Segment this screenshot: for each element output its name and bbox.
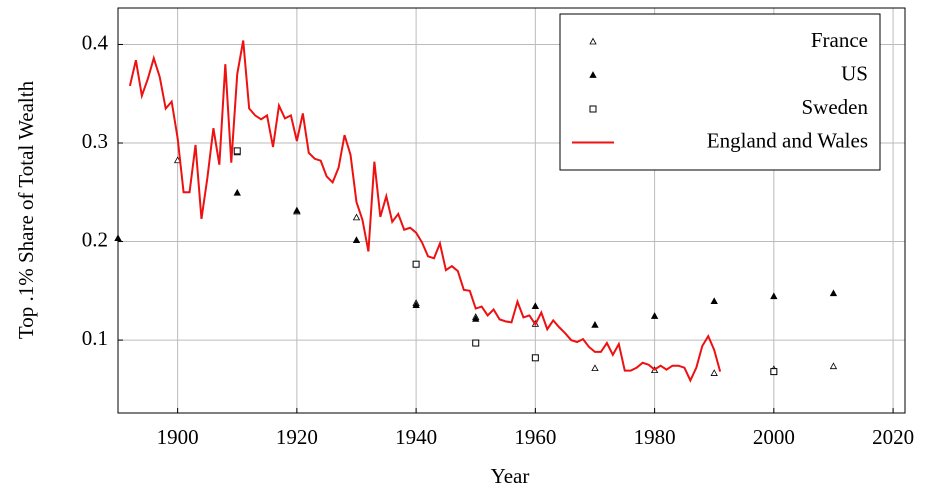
data-point — [591, 320, 599, 328]
data-point — [531, 354, 539, 362]
legend-symbol — [589, 71, 597, 78]
legend-symbol — [589, 105, 597, 113]
data-point — [352, 236, 361, 243]
legend: France US Sweden England and Wales — [559, 13, 881, 171]
plot-frame — [117, 7, 906, 414]
x-axis-label: Year — [491, 464, 530, 488]
line-series — [128, 40, 722, 383]
legend-label: England and Wales — [707, 128, 868, 152]
legend-symbol — [589, 37, 597, 45]
x-tick-label: 1900 — [157, 425, 199, 449]
data-point — [650, 312, 659, 319]
x-tick-label: 2000 — [753, 425, 795, 449]
data-point — [233, 188, 241, 196]
data-point — [352, 213, 361, 221]
x-tick-label: 1920 — [276, 425, 318, 449]
legend-label: Sweden — [802, 95, 869, 119]
data-point — [710, 297, 718, 305]
y-tick-label: 0.3 — [82, 129, 108, 153]
data-point — [531, 302, 540, 309]
legend-label: US — [841, 61, 868, 85]
data-point — [412, 301, 420, 308]
data-point — [472, 339, 480, 347]
data-point — [233, 147, 241, 155]
x-tick-label: 1940 — [395, 425, 437, 449]
data-point — [770, 292, 778, 300]
data-point — [293, 206, 301, 214]
y-tick-label: 0.2 — [82, 227, 108, 251]
legend-label: France — [811, 28, 868, 52]
x-tick-label: 1980 — [634, 425, 676, 449]
data-point — [591, 364, 599, 372]
plot-area — [114, 40, 838, 383]
data-point — [472, 315, 480, 322]
y-axis-label: Top .1% Share of Total Wealth — [14, 80, 38, 339]
y-tick-label: 0.4 — [82, 30, 109, 54]
legend-box — [559, 13, 881, 171]
x-tick-label: 1960 — [514, 425, 556, 449]
x-tick-label: 2020 — [872, 425, 914, 449]
y-tick-label: 0.1 — [82, 326, 108, 350]
data-point — [829, 289, 838, 297]
data-point — [770, 368, 778, 376]
data-point — [412, 260, 420, 268]
data-point — [710, 369, 718, 376]
data-point — [829, 362, 838, 370]
